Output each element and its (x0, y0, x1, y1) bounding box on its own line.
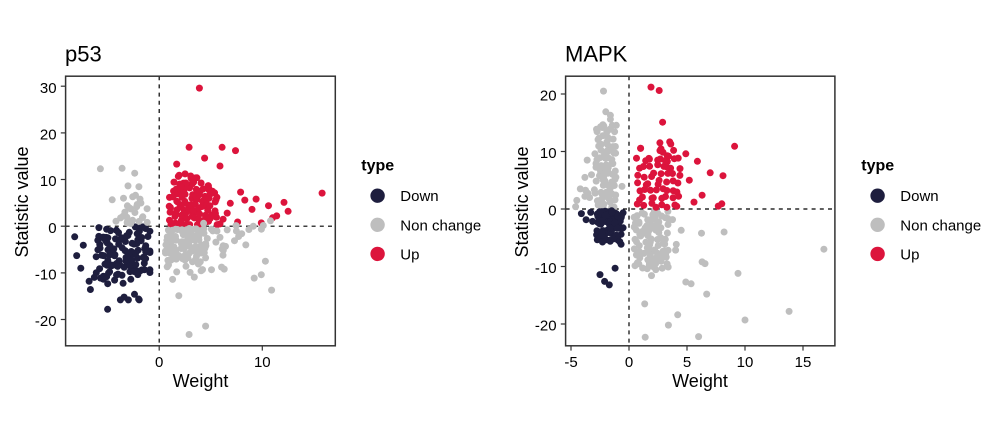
svg-text:Up: Up (900, 246, 919, 263)
svg-text:Non change: Non change (900, 217, 981, 234)
svg-text:Down: Down (400, 188, 438, 205)
svg-text:0: 0 (155, 354, 163, 371)
svg-text:type: type (361, 158, 394, 175)
svg-text:5: 5 (683, 354, 691, 371)
svg-text:Down: Down (900, 188, 938, 205)
svg-text:15: 15 (795, 354, 812, 371)
svg-text:Up: Up (400, 246, 419, 263)
svg-text:10: 10 (40, 173, 57, 190)
svg-text:-10: -10 (535, 260, 557, 277)
svg-text:Weight: Weight (672, 371, 728, 391)
svg-text:30: 30 (40, 80, 57, 97)
svg-text:20: 20 (40, 127, 57, 144)
svg-text:0: 0 (548, 203, 556, 220)
svg-text:MAPK: MAPK (565, 42, 628, 67)
svg-text:Non change: Non change (400, 217, 481, 234)
svg-text:-10: -10 (35, 267, 57, 284)
svg-text:type: type (861, 158, 894, 175)
svg-text:10: 10 (254, 354, 271, 371)
svg-text:10: 10 (540, 145, 557, 162)
svg-text:-20: -20 (35, 313, 57, 330)
svg-text:Weight: Weight (173, 371, 229, 391)
svg-text:-5: -5 (564, 354, 577, 371)
svg-text:0: 0 (48, 220, 56, 237)
svg-text:-20: -20 (535, 318, 557, 335)
svg-text:Statistic value: Statistic value (512, 146, 532, 257)
svg-text:10: 10 (737, 354, 754, 371)
svg-text:p53: p53 (65, 42, 102, 67)
svg-text:Statistic value: Statistic value (12, 146, 32, 257)
svg-text:20: 20 (540, 88, 557, 105)
svg-text:0: 0 (625, 354, 633, 371)
